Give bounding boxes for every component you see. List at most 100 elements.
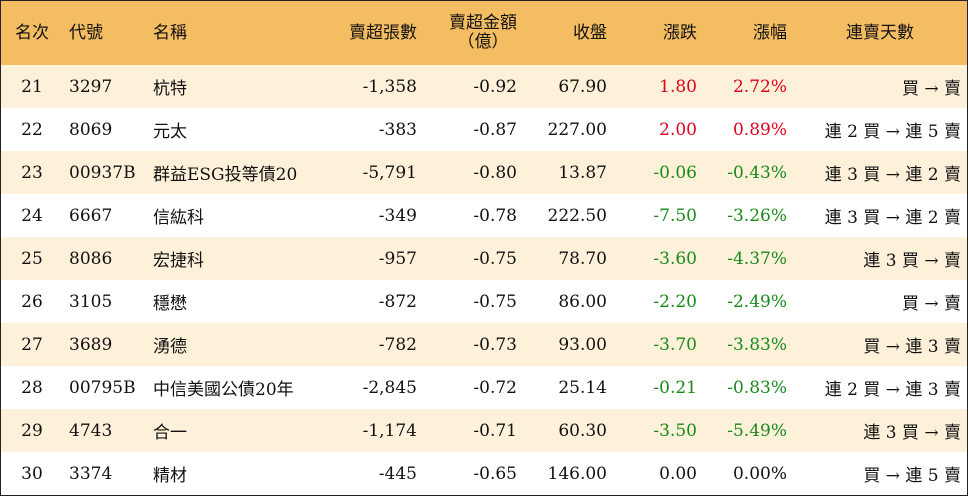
header-net-sell-amount-unit: （億）: [457, 32, 509, 52]
cell-close: 86.00: [558, 291, 607, 312]
table-row[interactable]: 29 4743 合一 -1,174 -0.71 60.30 -3.50 -5.4…: [1, 409, 967, 452]
header-rank[interactable]: 名次: [15, 22, 49, 43]
cell-close: 93.00: [558, 334, 607, 355]
cell-net-sell-amount: -0.92: [473, 76, 517, 97]
cell-code[interactable]: 3297: [69, 76, 113, 97]
cell-net-sell-lots: -383: [378, 119, 417, 140]
cell-change-pct: -2.49%: [727, 291, 787, 312]
cell-name[interactable]: 合一: [153, 423, 187, 443]
header-streak[interactable]: 連賣天數: [846, 22, 914, 43]
cell-change-pct: -0.83%: [727, 377, 787, 398]
cell-name[interactable]: 穩懋: [153, 294, 187, 314]
cell-rank: 29: [21, 420, 43, 441]
cell-net-sell-lots: -872: [378, 291, 417, 312]
cell-change: -7.50: [653, 205, 697, 226]
cell-name[interactable]: 元太: [153, 122, 187, 142]
cell-code[interactable]: 8069: [69, 119, 113, 140]
header-code[interactable]: 代號: [69, 22, 103, 43]
table-row[interactable]: 24 6667 信紘科 -349 -0.78 222.50 -7.50 -3.2…: [1, 194, 967, 237]
cell-net-sell-amount: -0.87: [473, 119, 517, 140]
cell-rank: 21: [21, 76, 43, 97]
cell-code[interactable]: 3689: [69, 334, 113, 355]
cell-change: -0.21: [653, 377, 697, 398]
cell-change: 0.00: [659, 463, 697, 484]
table-row[interactable]: 25 8086 宏捷科 -957 -0.75 78.70 -3.60 -4.37…: [1, 237, 967, 280]
cell-streak: 買 → 連 3 賣: [863, 337, 961, 357]
cell-code[interactable]: 3374: [69, 463, 113, 484]
cell-streak: 買 → 賣: [901, 294, 961, 314]
cell-change: 1.80: [659, 76, 697, 97]
cell-change-pct: 2.72%: [732, 76, 787, 97]
cell-net-sell-amount: -0.78: [473, 205, 517, 226]
cell-streak: 連 3 買 → 賣: [863, 423, 961, 443]
cell-change-pct: -3.83%: [727, 334, 787, 355]
cell-net-sell-amount: -0.80: [473, 162, 517, 183]
cell-change-pct: 0.00%: [732, 463, 787, 484]
header-net-sell-amount[interactable]: 賣超金額 （億）: [423, 1, 523, 65]
header-name[interactable]: 名稱: [153, 22, 187, 43]
cell-rank: 27: [21, 334, 43, 355]
cell-close: 222.50: [547, 205, 607, 226]
cell-close: 67.90: [558, 76, 607, 97]
cell-net-sell-amount: -0.75: [473, 291, 517, 312]
cell-name[interactable]: 中信美國公債20年: [153, 380, 294, 400]
cell-name[interactable]: 宏捷科: [153, 251, 204, 271]
cell-name[interactable]: 精材: [153, 466, 187, 486]
cell-rank: 24: [21, 205, 43, 226]
cell-net-sell-lots: -1,358: [362, 76, 417, 97]
cell-rank: 28: [21, 377, 43, 398]
cell-code[interactable]: 00795B: [69, 377, 136, 398]
cell-name[interactable]: 群益ESG投等債20: [153, 165, 298, 185]
cell-net-sell-amount: -0.65: [473, 463, 517, 484]
header-change-pct[interactable]: 漲幅: [753, 22, 787, 43]
table-row[interactable]: 28 00795B 中信美國公債20年 -2,845 -0.72 25.14 -…: [1, 366, 967, 409]
cell-name[interactable]: 湧德: [153, 337, 187, 357]
cell-rank: 22: [21, 119, 43, 140]
cell-net-sell-lots: -349: [378, 205, 417, 226]
cell-code[interactable]: 8086: [69, 248, 113, 269]
cell-close: 78.70: [558, 248, 607, 269]
table-row[interactable]: 23 00937B 群益ESG投等債20 -5,791 -0.80 13.87 …: [1, 151, 967, 194]
cell-change-pct: 0.89%: [732, 119, 787, 140]
cell-change-pct: -3.26%: [727, 205, 787, 226]
cell-streak: 連 3 買 → 賣: [863, 251, 961, 271]
cell-streak: 連 3 買 → 連 2 賣: [824, 208, 961, 228]
cell-name[interactable]: 杭特: [153, 79, 187, 99]
cell-streak: 買 → 連 5 賣: [863, 466, 961, 486]
cell-close: 146.00: [547, 463, 607, 484]
cell-rank: 25: [21, 248, 43, 269]
cell-code[interactable]: 6667: [69, 205, 113, 226]
cell-net-sell-lots: -5,791: [362, 162, 417, 183]
cell-rank: 26: [21, 291, 43, 312]
table-row[interactable]: 27 3689 湧德 -782 -0.73 93.00 -3.70 -3.83%…: [1, 323, 967, 366]
cell-change: -3.60: [653, 248, 697, 269]
cell-code[interactable]: 3105: [69, 291, 113, 312]
header-close[interactable]: 收盤: [573, 22, 607, 43]
cell-net-sell-lots: -957: [378, 248, 417, 269]
cell-close: 227.00: [547, 119, 607, 140]
cell-change: -3.70: [653, 334, 697, 355]
header-net-sell-lots[interactable]: 賣超張數: [349, 22, 417, 43]
table-row[interactable]: 21 3297 杭特 -1,358 -0.92 67.90 1.80 2.72%…: [1, 65, 967, 108]
table-row[interactable]: 30 3374 精材 -445 -0.65 146.00 0.00 0.00% …: [1, 452, 967, 495]
cell-streak: 連 2 買 → 連 5 賣: [824, 122, 961, 142]
table-row[interactable]: 22 8069 元太 -383 -0.87 227.00 2.00 0.89% …: [1, 108, 967, 151]
cell-rank: 30: [21, 463, 43, 484]
header-change[interactable]: 漲跌: [663, 22, 697, 43]
cell-rank: 23: [21, 162, 43, 183]
cell-name[interactable]: 信紘科: [153, 208, 204, 228]
cell-code[interactable]: 00937B: [69, 162, 136, 183]
cell-change-pct: -5.49%: [727, 420, 787, 441]
cell-net-sell-lots: -2,845: [362, 377, 417, 398]
cell-net-sell-lots: -445: [378, 463, 417, 484]
cell-code[interactable]: 4743: [69, 420, 113, 441]
cell-close: 60.30: [558, 420, 607, 441]
header-net-sell-amount-line1: 賣超金額: [449, 13, 517, 33]
cell-change-pct: -4.37%: [727, 248, 787, 269]
cell-change-pct: -0.43%: [727, 162, 787, 183]
cell-net-sell-amount: -0.73: [473, 334, 517, 355]
table-row[interactable]: 26 3105 穩懋 -872 -0.75 86.00 -2.20 -2.49%…: [1, 280, 967, 323]
cell-net-sell-lots: -1,174: [362, 420, 417, 441]
